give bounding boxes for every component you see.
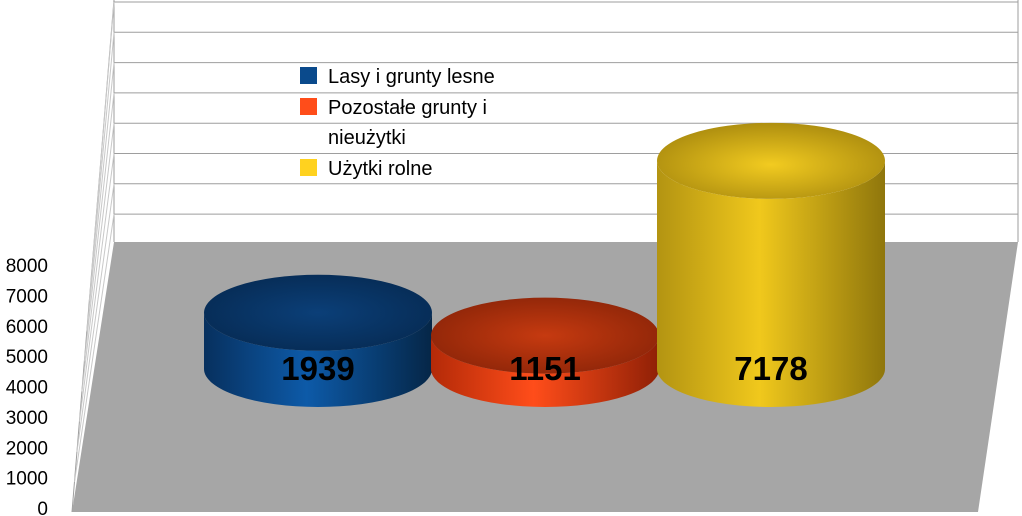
cylinder-body	[657, 160, 885, 407]
side-hatch-line	[76, 183, 115, 452]
side-hatch-line	[88, 32, 115, 302]
legend-swatch	[300, 98, 317, 115]
chart-legend: Lasy i grunty lesne Pozostałe grunty i nie…	[300, 66, 495, 180]
cylinder-top	[204, 274, 432, 351]
data-label: 1939	[281, 350, 354, 387]
chart-side-wall-hatch	[73, 1, 115, 482]
chart-gridlines	[114, 1, 1018, 215]
cylinder-bar: 7178	[657, 122, 885, 407]
y-tick-label: 0	[37, 499, 48, 516]
cylinder-top	[431, 297, 659, 374]
cylinder-body	[204, 312, 432, 407]
y-tick-label: 8000	[6, 256, 48, 277]
cylinder-bars: 1939 1151 7178	[204, 122, 885, 407]
legend-item: Pozostałe grunty i nieużytki	[300, 97, 487, 149]
legend-label: Użytki rolne	[328, 158, 432, 180]
side-hatch-line	[78, 153, 115, 422]
y-axis: 0 1000 2000 3000 4000 5000 6000 7000 8000	[6, 256, 48, 516]
cylinder-body	[431, 335, 659, 407]
data-label: 1151	[509, 350, 581, 387]
side-hatch-line	[83, 92, 115, 362]
side-hatch-line	[91, 1, 115, 272]
side-hatch-line	[86, 62, 115, 332]
y-tick-label: 6000	[6, 317, 48, 338]
y-tick-label: 4000	[6, 378, 48, 399]
legend-label: Lasy i grunty lesne	[328, 66, 495, 88]
legend-label: nieużytki	[328, 127, 406, 149]
cylinder-top	[657, 122, 885, 199]
legend-label: Pozostałe grunty i	[328, 97, 487, 119]
data-label: 7178	[734, 350, 807, 387]
cylinder-bar: 1151	[431, 297, 659, 407]
y-tick-label: 5000	[6, 347, 48, 368]
cylinder-bar: 1939	[204, 274, 432, 407]
legend-item: Użytki rolne	[300, 158, 432, 180]
legend-item: Lasy i grunty lesne	[300, 66, 495, 88]
legend-swatch	[300, 159, 317, 176]
y-tick-label: 3000	[6, 408, 48, 429]
y-tick-label: 2000	[6, 438, 48, 459]
side-hatch-line	[81, 123, 115, 392]
y-tick-label: 7000	[6, 286, 48, 307]
y-tick-label: 1000	[6, 469, 48, 490]
side-hatch-line	[73, 214, 115, 482]
legend-swatch	[300, 67, 317, 84]
